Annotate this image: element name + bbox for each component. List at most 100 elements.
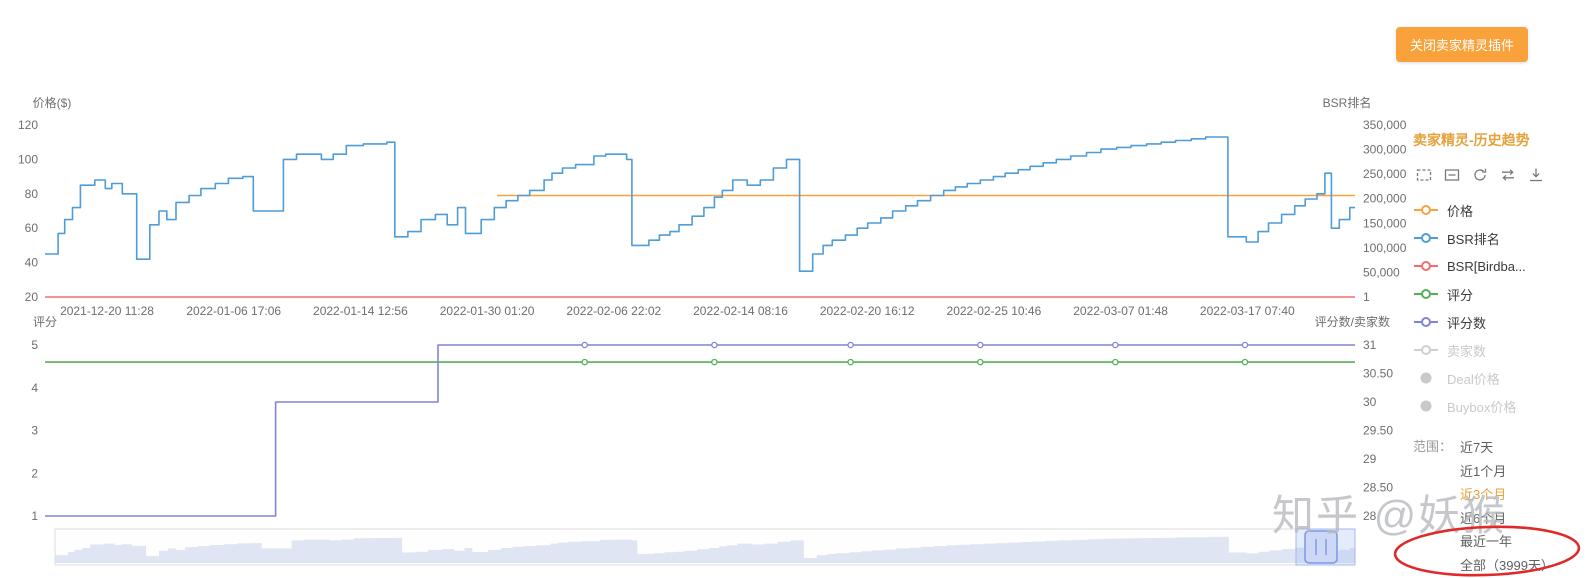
y-axis-tick-label: 150,000 [1363, 216, 1407, 230]
range-label: 范围： [1413, 439, 1453, 454]
download-icon[interactable] [1527, 166, 1545, 184]
y-axis-tick-label: 29 [1363, 452, 1377, 466]
y-axis-tick-label: 200,000 [1363, 192, 1407, 206]
refresh-icon[interactable] [1471, 166, 1489, 184]
series-line-rating-count [45, 344, 1355, 517]
series-marker-rating [977, 358, 984, 366]
legend-item-rating[interactable]: 评分 [1413, 280, 1585, 308]
legend-label: Deal价格 [1447, 371, 1500, 387]
y-axis-tick-label: 80 [25, 187, 39, 201]
legend-item-seller-count[interactable]: 卖家数 [1413, 336, 1585, 364]
x-axis-tick-label: 2022-01-30 01:20 [440, 304, 535, 318]
range-option-近7天[interactable]: 近7天 [1460, 440, 1494, 455]
axis-title-rating: 评分 [33, 315, 57, 329]
series-line-bsr-rank [45, 136, 1355, 272]
y-axis-tick-label: 28.50 [1363, 481, 1393, 495]
y-axis-tick-label: 1 [31, 509, 38, 523]
series-marker-rating [1112, 358, 1119, 366]
legend-label: BSR[Birdba... [1447, 258, 1526, 274]
x-axis-tick-label: 2022-01-14 12:56 [313, 304, 408, 318]
axis-title-bsr: BSR排名 [1323, 95, 1372, 110]
y-axis-tick-label: 300,000 [1363, 143, 1407, 157]
x-axis-tick-label: 2022-02-25 10:46 [947, 304, 1042, 318]
range-options: 近7天近1个月近3个月近6个月最近一年全部（3999天） [1460, 436, 1554, 577]
series-marker-rating [581, 358, 588, 366]
datazoom-mini-chart [55, 536, 1355, 563]
legend-item-bsr-rank[interactable]: BSR排名 [1413, 224, 1585, 252]
y-axis-tick-label: 50,000 [1363, 265, 1400, 279]
swap-axes-icon[interactable] [1499, 166, 1517, 184]
y-axis-tick-label: 20 [25, 290, 39, 304]
series-marker-rating-count [847, 341, 854, 349]
y-axis-tick-label: 350,000 [1363, 118, 1407, 132]
y-axis-tick-label: 120 [18, 118, 38, 132]
range-selector: 范围： 近7天近1个月近3个月近6个月最近一年全部（3999天） [1413, 436, 1585, 577]
legend-label: 卖家数 [1447, 343, 1487, 359]
range-option-近6个月[interactable]: 近6个月 [1460, 510, 1507, 526]
legend-marker-seller-count-icon [1414, 345, 1438, 355]
y-axis-tick-label: 2 [31, 466, 38, 480]
legend-marker-rating-icon [1414, 289, 1438, 299]
y-axis-tick-label: 60 [25, 221, 39, 235]
box-select-icon[interactable] [1415, 166, 1433, 184]
y-axis-tick-label: 40 [25, 256, 39, 270]
legend-item-deal-price[interactable]: Deal价格 [1413, 364, 1585, 392]
y-axis-tick-label: 30.50 [1363, 367, 1393, 381]
y-axis-tick-label: 3 [31, 424, 38, 438]
legend-item-rating-count[interactable]: 评分数 [1413, 308, 1585, 336]
y-axis-tick-label: 30 [1363, 395, 1377, 409]
legend-list: 价格 BSR排名 BSR[Birdba... 评分评分数卖家数 Deal价格 Buybox… [1413, 196, 1585, 420]
y-axis-tick-label: 28 [1363, 509, 1377, 523]
legend-marker-deal-price-icon [1420, 372, 1432, 384]
x-axis-tick-label: 2022-03-07 01:48 [1073, 304, 1168, 318]
x-axis-tick-label: 2021-12-20 11:28 [60, 304, 154, 318]
x-axis-tick-label: 2022-02-14 08:16 [693, 304, 788, 318]
y-axis-tick-label: 250,000 [1363, 167, 1407, 181]
series-marker-rating [1241, 358, 1249, 366]
y-axis-tick-label: 1 [1363, 290, 1370, 304]
legend-label: BSR排名 [1447, 231, 1500, 247]
close-plugin-button[interactable]: 关闭卖家精灵插件 [1395, 27, 1528, 62]
legend-marker-price-icon [1414, 205, 1438, 215]
axis-title-rating-count: 评分数/卖家数 [1315, 314, 1390, 329]
series-marker-rating-count [1112, 341, 1119, 349]
legend-marker-rating-count-icon [1414, 317, 1438, 327]
legend-label: Buybox价格 [1447, 399, 1517, 415]
sidebar-panel: 卖家精灵-历史趋势 价格 BSR排名 BSR[Birdba... 评分评分数卖家数 De… [1413, 130, 1585, 577]
series-marker-rating [711, 358, 718, 366]
range-option-全部（3999天）[interactable]: 全部（3999天） [1460, 557, 1554, 573]
legend-label: 评分数 [1447, 315, 1487, 331]
legend-item-bsr-sub[interactable]: BSR[Birdba... [1413, 252, 1585, 280]
legend-marker-bsr-sub-icon [1414, 261, 1438, 271]
series-marker-rating-count [581, 341, 588, 349]
series-marker-rating-count [1241, 341, 1249, 349]
box-zoom-icon[interactable] [1443, 166, 1461, 184]
y-axis-tick-label: 5 [31, 338, 38, 352]
legend-marker-bsr-rank-icon [1414, 233, 1438, 243]
legend-label: 评分 [1447, 287, 1474, 303]
series-marker-rating [847, 358, 854, 366]
chart-toolbox [1415, 166, 1585, 184]
legend-item-price[interactable]: 价格 [1413, 196, 1585, 224]
y-axis-tick-label: 4 [31, 381, 38, 395]
y-axis-tick-label: 100 [18, 152, 38, 166]
legend-label: 价格 [1447, 203, 1474, 219]
y-axis-tick-label: 29.50 [1363, 424, 1393, 438]
series-marker-rating-count [977, 341, 984, 349]
panel-title: 卖家精灵-历史趋势 [1413, 132, 1530, 148]
legend-marker-buybox-price-icon [1420, 400, 1432, 412]
axis-title-price: 价格($) [33, 95, 72, 110]
range-option-近1个月[interactable]: 近1个月 [1460, 463, 1507, 479]
range-option-近3个月[interactable]: 近3个月 [1460, 487, 1507, 502]
x-axis-tick-label: 2022-02-20 16:12 [820, 304, 915, 318]
y-axis-tick-label: 100,000 [1363, 241, 1407, 255]
y-axis-tick-label: 31 [1363, 338, 1377, 352]
x-axis-tick-label: 2022-02-06 22:02 [566, 304, 661, 318]
datazoom-handle[interactable] [1304, 530, 1338, 564]
range-option-最近一年[interactable]: 最近一年 [1460, 534, 1513, 549]
legend-item-buybox-price[interactable]: Buybox价格 [1413, 392, 1585, 420]
x-axis-tick-label: 2022-03-17 07:40 [1200, 304, 1295, 318]
series-marker-rating-count [711, 341, 718, 349]
